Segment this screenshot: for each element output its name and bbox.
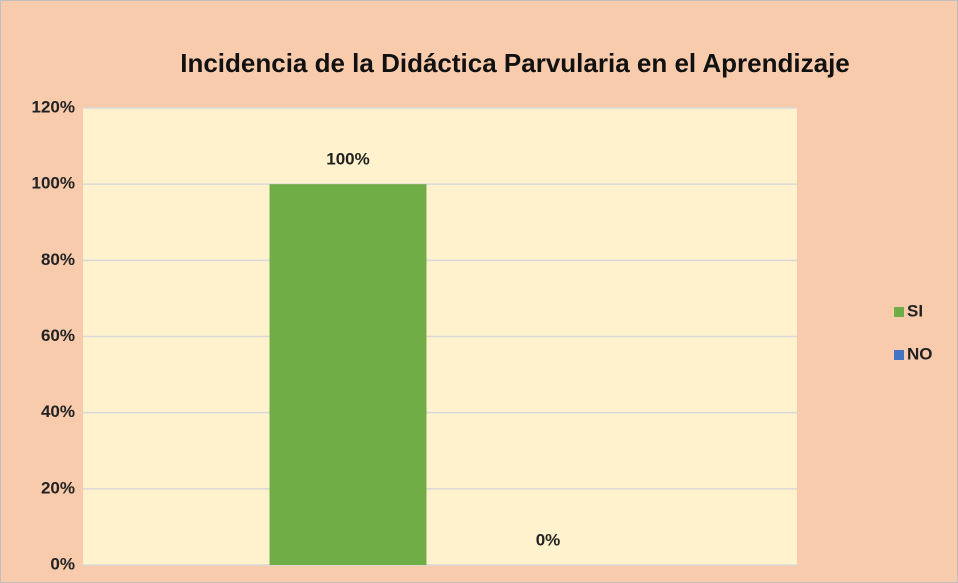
y-tick-label: 20% — [41, 478, 75, 497]
value-label: 100% — [326, 150, 369, 169]
bar — [269, 184, 427, 565]
y-tick-label: 120% — [32, 97, 75, 116]
legend-swatch — [894, 350, 904, 360]
y-tick-label: 100% — [32, 174, 75, 193]
y-tick-label: 0% — [50, 554, 75, 573]
chart-title: Incidencia de la Didáctica Parvularia en… — [180, 48, 850, 78]
legend-label: SI — [907, 301, 923, 320]
value-label: 0% — [536, 530, 561, 549]
legend-swatch — [894, 307, 904, 317]
legend-label: NO — [907, 344, 933, 363]
y-tick-label: 40% — [41, 402, 75, 421]
y-tick-label: 80% — [41, 250, 75, 269]
y-tick-label: 60% — [41, 326, 75, 345]
